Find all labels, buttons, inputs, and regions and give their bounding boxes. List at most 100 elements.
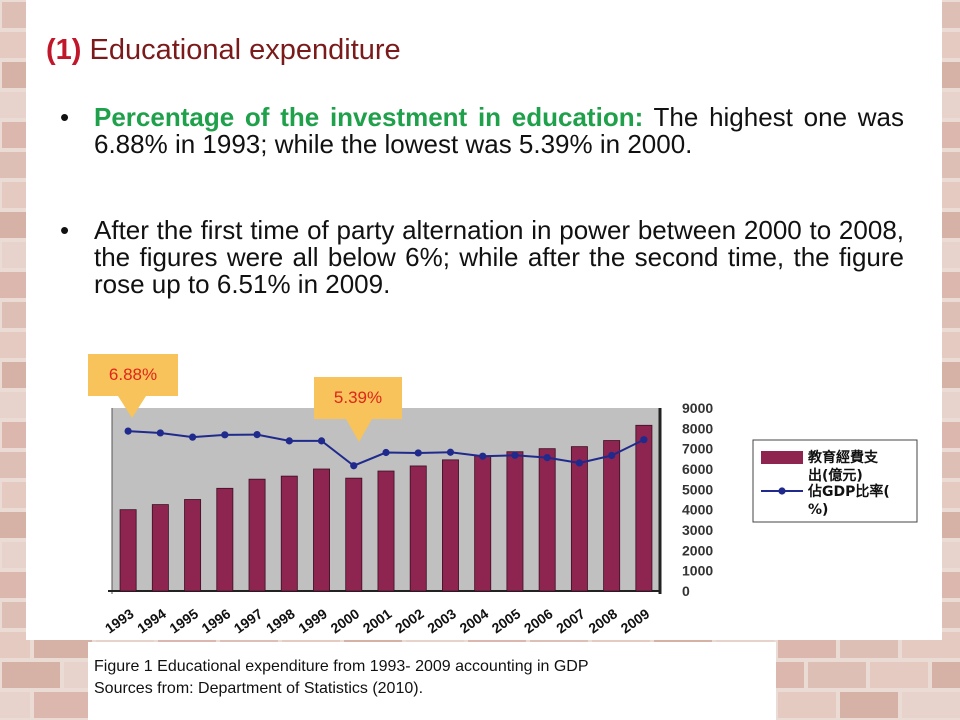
x-tick-label: 2009 bbox=[618, 605, 653, 636]
bar-1999 bbox=[313, 468, 330, 592]
y-tick-label: 5000 bbox=[682, 481, 713, 497]
callout-lowest: 5.39% bbox=[314, 377, 402, 419]
x-tick-label: 1994 bbox=[134, 605, 169, 636]
legend-line-label-line1: 佔GDP比率( bbox=[807, 483, 890, 500]
bar-2003 bbox=[442, 459, 459, 592]
brick bbox=[840, 692, 898, 718]
bar-1995 bbox=[184, 499, 202, 592]
y-tick-label: 7000 bbox=[682, 441, 713, 457]
x-tick-label: 2003 bbox=[424, 605, 459, 636]
brick bbox=[0, 272, 30, 298]
brick bbox=[34, 692, 92, 718]
y-tick-label: 8000 bbox=[682, 420, 713, 436]
gdp-ratio-point-2006 bbox=[543, 453, 551, 462]
brick bbox=[0, 152, 30, 178]
x-tick-label: 2002 bbox=[392, 605, 427, 636]
brick bbox=[0, 392, 30, 418]
brick bbox=[0, 512, 30, 538]
gdp-ratio-point-1995 bbox=[188, 433, 197, 441]
gdp-ratio-point-2000 bbox=[350, 462, 358, 470]
bar-2004 bbox=[474, 455, 492, 592]
x-tick-label: 1998 bbox=[263, 605, 298, 636]
legend-bar-label-line2: 出(億元) bbox=[808, 467, 863, 484]
x-tick-label: 2004 bbox=[456, 605, 491, 636]
x-tick-label: 1996 bbox=[199, 605, 234, 636]
legend-bar-swatch bbox=[761, 451, 803, 464]
brick bbox=[0, 692, 30, 718]
brick bbox=[0, 332, 30, 358]
brick bbox=[0, 572, 30, 598]
bullet-2-text: After the first time of party alternatio… bbox=[94, 215, 904, 299]
bar-2002 bbox=[409, 465, 427, 592]
brick bbox=[778, 692, 836, 718]
bar-1996 bbox=[216, 487, 234, 592]
callout-highest-arrow bbox=[118, 396, 146, 418]
caption-line-1: Figure 1 Educational expenditure from 19… bbox=[94, 658, 589, 675]
gdp-ratio-point-2001 bbox=[382, 448, 390, 457]
slide-title-number: (1) bbox=[46, 34, 82, 66]
slide-title: (1) Educational expenditure bbox=[46, 34, 401, 67]
x-tick-label: 1997 bbox=[231, 605, 266, 636]
gdp-ratio-point-2004 bbox=[479, 452, 487, 460]
brick bbox=[0, 212, 30, 238]
bar-1997 bbox=[248, 478, 266, 592]
bar-2005 bbox=[506, 451, 524, 592]
bullet-1-highlight: Percentage of the investment in educatio… bbox=[94, 102, 644, 132]
gdp-ratio-point-2002 bbox=[414, 449, 422, 457]
gdp-ratio-point-1998 bbox=[285, 437, 293, 445]
bar-2000 bbox=[345, 477, 363, 592]
bullet-1: • Percentage of the investment in educati… bbox=[60, 104, 904, 158]
y-tick-label: 9000 bbox=[682, 400, 713, 416]
bar-2008 bbox=[603, 440, 621, 592]
y-tick-label: 0 bbox=[682, 583, 690, 599]
brick bbox=[0, 632, 30, 658]
brick bbox=[932, 662, 960, 688]
legend-line-label-line2: %) bbox=[808, 502, 828, 518]
gdp-ratio-point-1993 bbox=[124, 427, 132, 435]
brick bbox=[0, 452, 30, 478]
brick bbox=[902, 692, 960, 718]
gdp-ratio-point-2003 bbox=[446, 448, 455, 456]
bar-1998 bbox=[280, 475, 298, 592]
gdp-ratio-point-2007 bbox=[575, 459, 584, 467]
bullet-1-text: The highest one was 6.88% in 1993; while… bbox=[94, 102, 905, 159]
caption-line-2: Sources from: Department of Statistics (… bbox=[94, 680, 424, 697]
x-tick-label: 2007 bbox=[553, 605, 588, 636]
x-tick-label: 2005 bbox=[489, 605, 524, 636]
x-tick-label: 1995 bbox=[166, 605, 201, 636]
legend-line-marker bbox=[778, 487, 786, 495]
callout-highest: 6.88% bbox=[88, 354, 178, 396]
gdp-ratio-point-1997 bbox=[253, 430, 261, 439]
callout-lowest-arrow bbox=[346, 419, 372, 442]
y-tick-label: 2000 bbox=[682, 542, 713, 558]
gdp-ratio-point-1999 bbox=[317, 437, 326, 445]
x-tick-label: 2006 bbox=[521, 605, 556, 636]
brick bbox=[808, 662, 866, 688]
bullet-dot: • bbox=[60, 102, 70, 132]
legend-bar-label-line1: 教育經費支 bbox=[808, 449, 879, 466]
gdp-ratio-point-1994 bbox=[156, 429, 164, 437]
bar-2007 bbox=[570, 446, 588, 592]
x-tick-label: 2008 bbox=[585, 605, 620, 636]
bullet-dot: • bbox=[60, 215, 70, 245]
brick bbox=[0, 32, 30, 58]
brick bbox=[2, 662, 60, 688]
bar-2001 bbox=[377, 470, 395, 592]
gdp-ratio-point-2005 bbox=[511, 451, 519, 459]
bar-2009 bbox=[635, 424, 653, 592]
brick bbox=[0, 92, 30, 118]
gdp-ratio-point-1996 bbox=[221, 431, 229, 439]
x-tick-label: 2001 bbox=[360, 605, 395, 636]
y-tick-label: 4000 bbox=[682, 502, 713, 518]
x-tick-label: 1999 bbox=[295, 605, 330, 636]
bar-1994 bbox=[151, 504, 169, 592]
y-tick-label: 6000 bbox=[682, 461, 713, 477]
bullet-2: • After the first time of party alternati… bbox=[60, 217, 904, 298]
x-tick-label: 2000 bbox=[328, 605, 363, 636]
figure-caption: Figure 1 Educational expenditure from 19… bbox=[88, 642, 776, 720]
brick bbox=[870, 662, 928, 688]
y-tick-label: 3000 bbox=[682, 522, 713, 538]
x-tick-label: 1993 bbox=[102, 605, 137, 636]
slide-title-text: Educational expenditure bbox=[89, 34, 401, 66]
